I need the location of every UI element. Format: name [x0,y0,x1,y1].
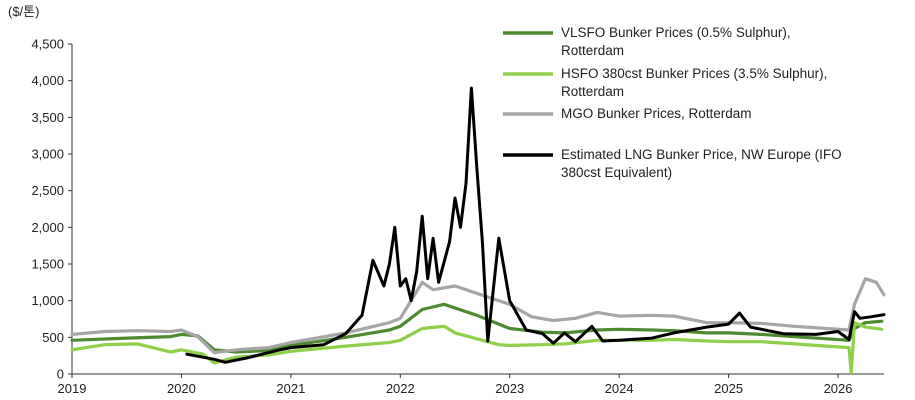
y-tick-label: 3,500 [31,110,64,125]
legend-label: MGO Bunker Prices, Rotterdam [561,106,752,121]
series-lines [70,86,886,375]
legend-label: Rotterdam [561,84,624,99]
y-tick-label: 4,500 [31,37,64,52]
legend-item-hsfo: HSFO 380cst Bunker Prices (3.5% Sulphur)… [503,66,827,99]
y-tick-label: 2,000 [31,220,64,235]
y-tick-label: 500 [42,330,64,345]
legend-label: Rotterdam [561,43,624,58]
y-tick-label: 1,500 [31,257,64,272]
legend-item-vlsfo: VLSFO Bunker Prices (0.5% Sulphur), Rotte… [503,25,791,58]
x-tick-label: 2024 [605,381,634,396]
y-tick-label: 2,500 [31,183,64,198]
legend-item-lng: Estimated LNG Bunker Price, NW Europe (I… [503,147,842,180]
x-tick-label: 2026 [824,381,853,396]
x-tick-label: 2022 [386,381,415,396]
legend-label: 380cst Equivalent) [561,165,672,180]
x-tick-label: 2023 [495,381,524,396]
lng-series-line [185,86,886,364]
legend-item-mgo: MGO Bunker Prices, Rotterdam [503,106,752,121]
x-axis-ticks: 2019 2020 2021 2022 2023 2024 2025 2026 [58,374,853,396]
legend: VLSFO Bunker Prices (0.5% Sulphur), Rotte… [503,25,842,180]
legend-label: VLSFO Bunker Prices (0.5% Sulphur), [561,25,791,40]
legend-label: Estimated LNG Bunker Price, NW Europe (I… [561,147,842,162]
legend-label: HSFO 380cst Bunker Prices (3.5% Sulphur)… [561,66,827,81]
y-axis-ticks: 0 500 1,000 1,500 2,000 2,500 3,000 3,500 4,000 4… [31,37,72,382]
y-tick-label: 3,000 [31,147,64,162]
x-tick-label: 2019 [58,381,87,396]
y-unit-label: ($/톤) [8,4,39,19]
y-tick-label: 4,000 [31,73,64,88]
x-tick-label: 2020 [167,381,196,396]
x-tick-label: 2025 [714,381,743,396]
x-tick-label: 2021 [276,381,305,396]
y-tick-label: 0 [57,367,64,382]
mgo-series-line [70,277,886,355]
y-tick-label: 1,000 [31,293,64,308]
